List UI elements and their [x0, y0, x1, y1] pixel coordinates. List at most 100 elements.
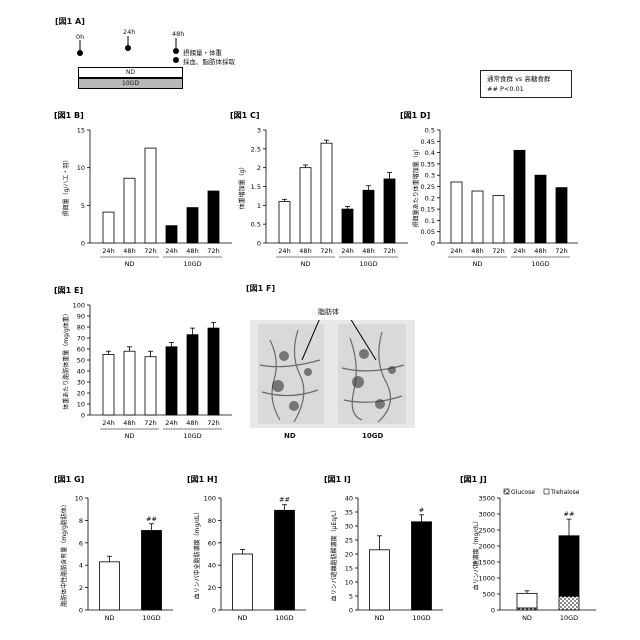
y-tick-label: 50 — [77, 357, 85, 365]
y-tick-label: 80 — [208, 517, 216, 525]
note-sampling: 採血、脂肪体採取 — [183, 56, 235, 66]
y-tick-label: 500 — [483, 591, 495, 599]
bar — [412, 522, 432, 610]
bar-nd: ND — [78, 67, 183, 78]
x-tick-label: 72h — [144, 247, 156, 255]
dot-48h-2 — [173, 57, 179, 63]
y-tick-label: 0 — [212, 607, 216, 615]
bar — [279, 202, 290, 243]
y-tick-label: 0.35 — [421, 160, 435, 168]
legend-swatch-glucose — [504, 489, 509, 494]
y-tick-label: 8 — [79, 517, 83, 525]
bar — [493, 196, 504, 243]
bar — [321, 143, 332, 243]
bar — [472, 191, 483, 243]
x-tick-label: 48h — [534, 247, 546, 255]
significance-mark: ## — [146, 515, 157, 523]
x-tick-label: 48h — [299, 247, 311, 255]
y-tick-label: 6 — [79, 539, 83, 547]
legend-box: 通常食群 vs 高糖食群 ## P<0.01 — [480, 70, 572, 98]
y-tick-label: 20 — [77, 390, 85, 398]
bar — [145, 357, 156, 415]
y-tick-label: 30 — [345, 523, 353, 531]
x-tick-label: 72h — [207, 419, 219, 427]
y-tick-label: 1 — [257, 202, 261, 210]
group-label: 10GD — [531, 260, 549, 268]
y-tick-label: 20 — [208, 584, 216, 592]
dot-48h — [173, 48, 179, 54]
bar — [187, 208, 198, 243]
x-tick-label: 24h — [278, 247, 290, 255]
panel-label-j: [図1 J] — [460, 475, 487, 484]
y-axis-label: 脂肪体中性脂肪含有量（mg/g脂肪体） — [60, 501, 68, 606]
bar — [384, 179, 395, 243]
x-tick-label: 48h — [123, 247, 135, 255]
y-tick-label: 3500 — [478, 495, 495, 503]
y-tick-label: 3 — [257, 127, 261, 135]
y-tick-label: 5 — [349, 593, 353, 601]
y-axis-label: 体重あたり脂肪体重量（mg/g体重） — [62, 310, 70, 409]
x-tick-label: 24h — [513, 247, 525, 255]
dot-0h — [77, 50, 83, 56]
x-tick-label: ND — [522, 614, 532, 622]
bar-trehalose — [517, 593, 537, 608]
x-tick-label: 24h — [165, 247, 177, 255]
y-tick-label: 0.1 — [425, 217, 435, 225]
y-tick-label: 30 — [77, 379, 85, 387]
x-tick-label: 10GD — [412, 614, 430, 622]
panel-label-b: [図1 B] — [54, 111, 84, 120]
y-axis-label: 摂餌量あたり体重増加量（g） — [412, 146, 420, 228]
y-tick-label: 0.45 — [421, 138, 435, 146]
y-tick-label: 15 — [345, 565, 353, 573]
y-tick-label: 70 — [77, 335, 85, 343]
chart-e: [図1 E]0102030405060708090100体重あたり脂肪体重量（m… — [52, 283, 237, 448]
bar — [535, 175, 546, 243]
y-tick-label: 0 — [491, 607, 495, 615]
photo-callout: 脂肪体 — [318, 307, 339, 317]
bar-trehalose — [559, 536, 579, 596]
bar — [145, 148, 156, 243]
legend-trehalose: Trehalose — [550, 489, 580, 496]
bar — [275, 510, 295, 610]
bar — [124, 178, 135, 243]
y-axis-label: 血リンパ中全脂肪濃度（mg/dL） — [193, 509, 201, 600]
group-label: 10GD — [359, 260, 377, 268]
x-tick-label: 72h — [207, 247, 219, 255]
group-label: ND — [473, 260, 483, 268]
y-tick-label: 2500 — [478, 527, 495, 535]
y-tick-label: 0.5 — [425, 127, 435, 135]
x-tick-label: 48h — [123, 419, 135, 427]
bar-10gd: 10GD — [78, 78, 183, 89]
bar — [124, 351, 135, 415]
y-tick-label: 0.15 — [421, 206, 435, 214]
x-tick-label: 24h — [102, 247, 114, 255]
y-tick-label: 40 — [77, 368, 85, 376]
bar — [103, 355, 114, 416]
photo-label-10gd: 10GD — [362, 432, 383, 440]
chart-d: [図1 D]00.050.10.150.20.250.30.350.40.450… — [398, 108, 583, 278]
group-label: ND — [125, 432, 135, 440]
y-tick-label: 0.05 — [421, 228, 435, 236]
y-tick-label: 60 — [77, 346, 85, 354]
group-label: 10GD — [183, 432, 201, 440]
fat-body-photo-graphic — [250, 320, 415, 428]
x-tick-label: 72h — [555, 247, 567, 255]
bar — [166, 226, 177, 243]
y-tick-label: 20 — [345, 551, 353, 559]
bar — [370, 550, 390, 610]
y-tick-label: 80 — [77, 324, 85, 332]
y-tick-label: 35 — [345, 509, 353, 517]
x-tick-label: 72h — [320, 247, 332, 255]
y-tick-label: 0 — [81, 412, 85, 420]
x-tick-label: 72h — [492, 247, 504, 255]
bar — [363, 190, 374, 243]
legend-line-1: 通常食群 vs 高糖食群 — [487, 74, 565, 84]
bar — [142, 530, 162, 610]
x-tick-label: 10GD — [275, 614, 293, 622]
y-tick-label: 3000 — [478, 511, 495, 519]
y-tick-label: 0 — [79, 607, 83, 615]
significance-mark: ## — [279, 496, 290, 504]
y-tick-label: 2000 — [478, 543, 495, 551]
chart-g: [図1 G]0246810脂肪体中性脂肪含有量（mg/g脂肪体）ND##10GD — [52, 472, 182, 637]
chart-j: [図1 J]0500100015002000250030003500血リンパ糖濃… — [458, 472, 608, 637]
